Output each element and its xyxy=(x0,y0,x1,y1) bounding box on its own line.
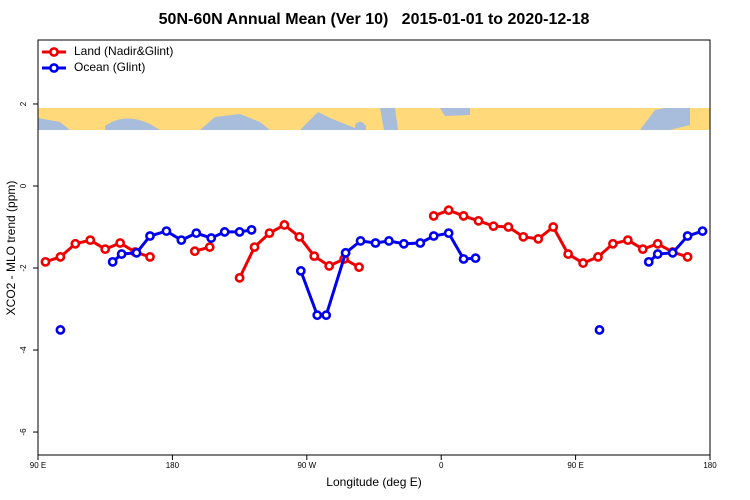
data-point xyxy=(145,231,155,241)
data-point xyxy=(608,238,618,249)
data-point xyxy=(643,256,654,267)
x-tick-label: 90 E xyxy=(567,461,583,470)
data-point xyxy=(593,252,603,262)
data-point xyxy=(518,231,529,242)
data-point xyxy=(116,249,127,259)
data-point xyxy=(145,252,155,262)
data-point xyxy=(470,253,481,264)
data-point xyxy=(324,261,335,271)
data-point xyxy=(340,247,351,258)
data-point xyxy=(667,247,678,258)
data-point xyxy=(473,215,484,226)
x-tick-label: 90 W xyxy=(297,461,316,470)
data-point xyxy=(85,235,96,246)
x-tick-label: 0 xyxy=(439,461,444,470)
data-point xyxy=(354,262,364,273)
data-point xyxy=(107,256,118,267)
y-tick-label: 2 xyxy=(19,101,28,106)
data-point xyxy=(191,228,202,239)
x-tick-label: 180 xyxy=(166,461,180,470)
y-tick-label: -2 xyxy=(19,264,28,272)
data-point xyxy=(384,236,394,246)
data-point xyxy=(578,258,588,268)
data-point xyxy=(55,325,66,335)
data-point xyxy=(204,242,215,252)
legend-marker xyxy=(49,47,59,57)
data-point xyxy=(637,244,648,255)
legend-marker xyxy=(49,63,59,73)
data-point xyxy=(131,247,142,258)
data-point xyxy=(370,238,381,248)
data-point xyxy=(458,254,469,264)
data-point xyxy=(682,231,693,241)
data-point xyxy=(234,227,245,237)
data-point xyxy=(697,226,708,236)
data-point xyxy=(321,310,332,321)
data-point xyxy=(234,272,245,283)
legend-label: Ocean (Glint) xyxy=(74,60,145,74)
x-tick-label: 90 E xyxy=(30,461,46,470)
data-point xyxy=(100,244,111,255)
data-point xyxy=(563,249,574,259)
data-point xyxy=(443,205,454,216)
data-point xyxy=(295,265,306,276)
data-point xyxy=(40,256,51,267)
data-point xyxy=(443,228,454,239)
data-point xyxy=(594,325,605,335)
data-point xyxy=(206,233,217,243)
y-tick-label: -4 xyxy=(19,346,28,354)
map-strip xyxy=(38,108,710,130)
data-point xyxy=(312,310,323,321)
data-point xyxy=(70,238,81,249)
data-point xyxy=(264,228,275,239)
x-axis-label: Longitude (deg E) xyxy=(326,475,421,489)
data-point xyxy=(652,238,663,249)
legend: Land (Nadir&Glint) Ocean (Glint) xyxy=(42,44,173,74)
chart-title: 50N-60N Annual Mean (Ver 10) 2015-01-01 … xyxy=(159,11,590,28)
data-point xyxy=(249,242,260,252)
data-point xyxy=(488,221,499,232)
data-point xyxy=(398,238,409,249)
data-point xyxy=(309,251,320,262)
x-tick-label: 180 xyxy=(703,461,717,470)
data-point xyxy=(458,211,469,221)
data-point xyxy=(115,238,126,248)
data-point xyxy=(415,238,426,248)
data-point xyxy=(652,249,663,259)
data-point xyxy=(279,220,290,230)
data-point xyxy=(682,252,693,262)
data-point xyxy=(503,222,514,232)
data-point xyxy=(189,246,200,257)
plot-frame xyxy=(37,39,711,456)
data-point xyxy=(548,222,559,232)
data-point xyxy=(533,233,544,244)
data-point xyxy=(161,226,172,236)
data-point xyxy=(294,231,305,242)
data-point xyxy=(176,235,187,246)
series-line xyxy=(44,208,689,279)
data-point xyxy=(246,224,257,235)
data-point xyxy=(428,231,439,241)
y-axis-label: XCO2 - MLO trend (ppm) xyxy=(4,181,18,316)
y-tick-label: 0 xyxy=(19,183,28,188)
data-point xyxy=(428,211,439,221)
legend-label: Land (Nadir&Glint) xyxy=(74,44,173,58)
data-point xyxy=(355,236,366,246)
data-point xyxy=(219,227,230,237)
data-point xyxy=(55,252,66,262)
y-tick-label: -6 xyxy=(19,428,28,436)
data-point xyxy=(622,235,633,246)
